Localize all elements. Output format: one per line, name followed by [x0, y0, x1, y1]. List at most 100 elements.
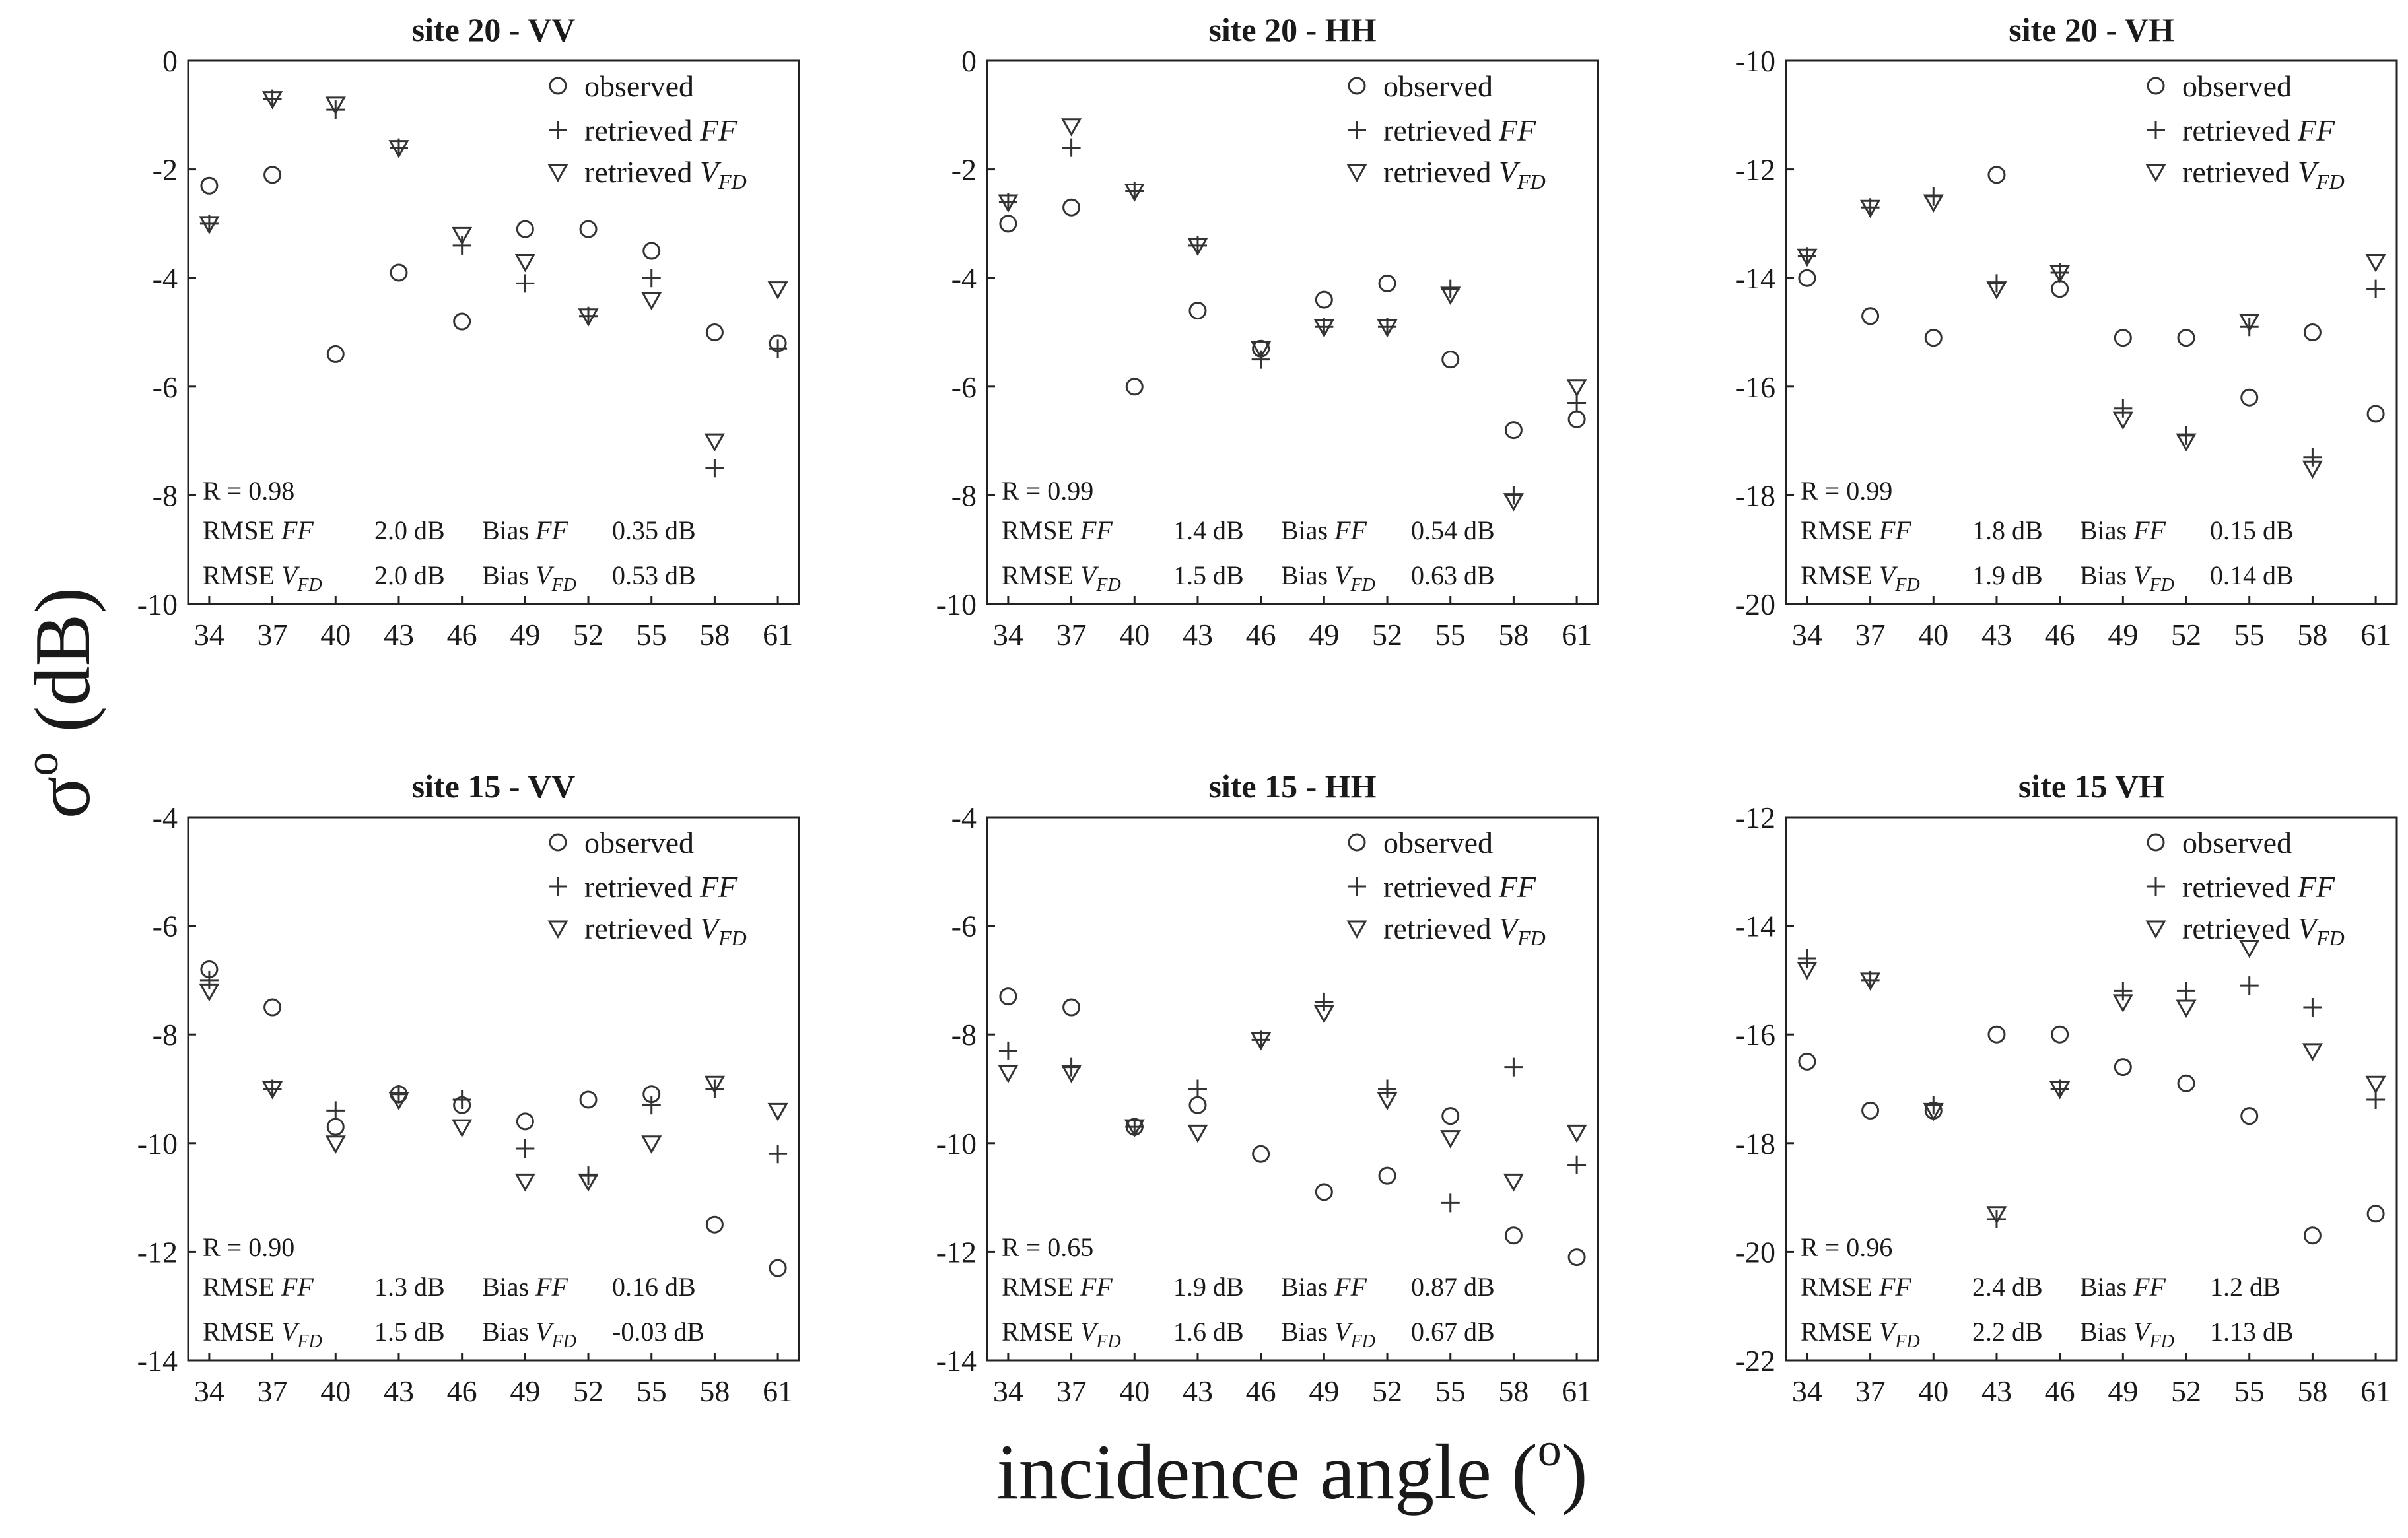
data-point-circle: [2114, 329, 2132, 347]
stats: R = 0.99 RMSE FF 1.4 dB Bias FF 0.54 dB RMSE …: [1002, 476, 1495, 595]
stat-rmse-v-label: RMSE VFD: [203, 1317, 322, 1352]
x-tick-label: 52: [2171, 1374, 2201, 1408]
data-point-triangle-down: [2049, 1081, 2071, 1100]
y-tick-label: -16: [1735, 1018, 1775, 1052]
data-point-plus: [199, 970, 219, 989]
x-axis-main-label-close: ): [1562, 1428, 1588, 1516]
stat-rmse-v-value: 1.9 dB: [1972, 560, 2043, 590]
x-tick-label: 46: [1246, 1374, 1276, 1408]
stat-r-value: R = 0.98: [203, 476, 294, 506]
data-point-circle: [326, 1118, 345, 1136]
x-tick-label: 55: [2234, 618, 2265, 652]
panel-title: site 20 - VH: [2009, 11, 2174, 48]
data-point-triangle-down: [1187, 1124, 1208, 1143]
y-axis-main-label-symbol: σ: [18, 776, 106, 819]
data-point-circle: [2240, 388, 2259, 407]
data-point-circle: [705, 323, 724, 341]
stat-rmse-ff-value: 1.9 dB: [1173, 1272, 1244, 1302]
data-point-circle: [1378, 274, 1396, 292]
x-tick-label: 58: [699, 618, 730, 652]
data-point-circle: [1315, 1183, 1333, 1201]
x-axis-main-label-text: incidence angle (: [996, 1428, 1538, 1516]
legend-circle-marker: [549, 833, 567, 852]
data-point-triangle-down: [1313, 1005, 1334, 1024]
legend: observed retrieved FF retrieved VFD: [547, 826, 747, 950]
data-point-plus: [2114, 399, 2133, 418]
legend-plus-marker: [1348, 121, 1366, 139]
data-point-triangle-down: [1377, 319, 1398, 338]
data-point-triangle-down: [2365, 1075, 2386, 1094]
data-point-triangle-down: [2112, 994, 2133, 1013]
data-point-triangle-down: [2176, 999, 2197, 1019]
data-point-triangle-down: [388, 1092, 409, 1111]
data-point-plus: [389, 1085, 408, 1104]
legend-observed-label: observed: [584, 826, 694, 859]
data-point-triangle-down: [262, 1081, 283, 1100]
series-circle: [200, 960, 787, 1277]
data-point-triangle-down: [325, 96, 346, 115]
data-point-plus: [516, 274, 535, 293]
data-point-plus: [326, 100, 345, 119]
data-point-circle: [1441, 351, 1460, 369]
data-point-plus: [2177, 982, 2196, 1001]
data-point-plus: [1797, 949, 1816, 968]
data-point-circle: [769, 1259, 787, 1277]
stat-bias-ff-label: Bias FF: [482, 1272, 568, 1302]
y-tick-label: -2: [153, 153, 178, 187]
data-point-circle: [390, 263, 408, 282]
data-point-triangle-down: [767, 1102, 788, 1121]
panels: site 20 - VV 0 -2 -4 -6 -8 -10 34 37 40 43 46 49 52 55…: [137, 11, 2398, 1408]
y-tick-label: -10: [936, 1127, 977, 1160]
legend-vfd-label: retrieved VFD: [2182, 155, 2345, 193]
data-point-circle: [1567, 410, 1586, 428]
x-tick-label: 46: [2045, 618, 2075, 652]
data-point-circle: [1798, 1052, 1816, 1071]
data-point-triangle-down: [1061, 1065, 1082, 1083]
x-axis-main-label: incidence angle (o): [996, 1423, 1588, 1516]
stat-bias-v-value: 0.67 dB: [1411, 1317, 1495, 1347]
legend-ff-label: retrieved FF: [1383, 870, 1536, 904]
legend-ff-label: retrieved FF: [2182, 114, 2335, 147]
x-tick-label: 49: [2108, 1374, 2138, 1408]
x-tick-label: 55: [1435, 618, 1466, 652]
y-tick-label: -14: [1735, 910, 1775, 943]
data-point-circle: [2303, 323, 2322, 341]
data-point-circle: [1188, 302, 1207, 320]
legend-circle-marker: [1348, 833, 1366, 852]
svg-text:σo (dB): σo (dB): [15, 587, 106, 819]
data-point-circle: [2114, 1058, 2132, 1077]
data-point-triangle-down: [1923, 1102, 1944, 1121]
stats: R = 0.98 RMSE FF 2.0 dB Bias FF 0.35 dB RMSE …: [203, 476, 696, 595]
legend-ff-label: retrieved FF: [2182, 870, 2335, 904]
legend-ff-label: retrieved FF: [584, 114, 738, 147]
data-point-triangle-down: [1440, 286, 1461, 305]
data-point-circle: [1861, 307, 1880, 325]
stat-bias-ff-value: 0.87 dB: [1411, 1272, 1495, 1302]
panel-title: site 15 VH: [2018, 768, 2164, 805]
data-point-triangle-down: [998, 194, 1019, 213]
data-point-triangle-down: [1440, 1130, 1461, 1149]
series-plus: [998, 138, 1587, 505]
y-tick-label: -20: [1735, 587, 1775, 621]
data-point-circle: [2177, 1074, 2195, 1092]
data-point-circle: [1924, 329, 1943, 347]
data-point-circle: [2177, 329, 2195, 347]
stat-rmse-ff-label: RMSE FF: [203, 1272, 314, 1302]
y-tick-label: 0: [162, 44, 178, 78]
data-point-circle: [2051, 1025, 2069, 1044]
data-point-plus: [1315, 992, 1334, 1011]
data-point-circle: [1062, 198, 1081, 217]
data-point-plus: [1251, 350, 1270, 369]
stat-bias-v-value: -0.03 dB: [612, 1317, 705, 1347]
x-tick-label: 49: [510, 618, 540, 652]
data-point-triangle-down: [199, 216, 220, 234]
data-point-circle: [2366, 1205, 2385, 1223]
legend-triangle-marker: [2145, 920, 2166, 939]
series-plus: [1797, 187, 2386, 467]
y-axis-main-label: σo (dB): [15, 587, 106, 819]
legend-circle-marker: [549, 77, 567, 95]
legend-plus-marker: [2147, 121, 2165, 139]
y-tick-label: -22: [1735, 1344, 1775, 1378]
stat-r-value: R = 0.99: [1002, 476, 1093, 506]
series-triangle-down: [199, 983, 788, 1192]
